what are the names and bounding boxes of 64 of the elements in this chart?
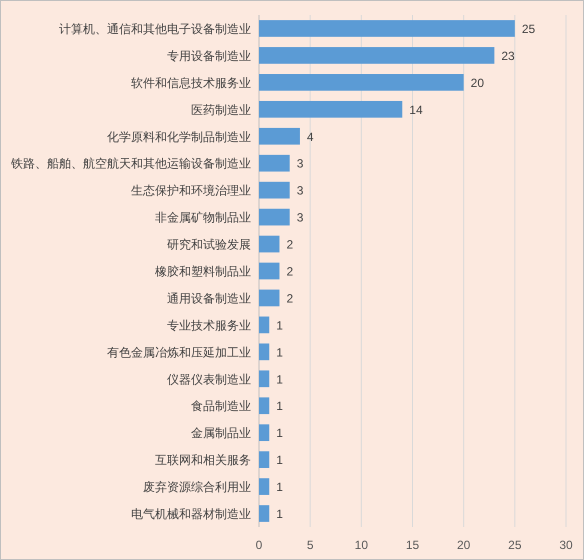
y-tick-label: 互联网和相关服务 [155,453,251,468]
y-tick-label: 化学原料和化学制品制造业 [107,130,251,144]
data-label: 1 [276,318,284,332]
y-tick-label: 铁路、船舶、航空航天和其他运输设备制造业 [10,156,251,171]
bar [259,343,270,360]
x-tick-label: 30 [559,538,573,552]
x-tick-label: 20 [456,538,471,552]
data-label: 1 [276,399,284,414]
y-tick-label: 废弃资源综合利用业 [143,480,251,494]
y-tick-label: 有色金属冶炼和压延加工业 [107,345,251,360]
data-label: 2 [286,291,294,306]
y-tick-label: 非金属矿物制品业 [155,210,251,225]
bar [259,424,270,442]
y-tick-label: 橡胶和塑料制品业 [155,264,251,278]
y-tick-label: 专业技术服务业 [167,318,251,332]
bar [259,74,464,91]
data-label: 3 [296,184,304,198]
y-tick-label: 仪器仪表制造业 [167,372,251,386]
bar [259,20,515,37]
bar [259,100,402,118]
y-tick-label: 计算机、通信和其他电子设备制造业 [59,22,251,36]
bar [259,208,290,226]
data-label: 1 [276,426,284,440]
data-label: 1 [276,453,284,468]
x-tick-label: 25 [508,538,522,552]
y-tick-label: 专用设备制造业 [167,48,251,63]
bar [259,478,270,495]
y-tick-label: 食品制造业 [191,399,251,414]
data-label: 20 [470,76,484,90]
bar [259,236,280,252]
bar [259,128,300,145]
data-label: 4 [306,130,314,144]
bar [259,182,290,199]
bar [259,262,280,280]
data-label: 1 [276,345,284,360]
data-label: 1 [276,372,284,386]
x-tick-label: 10 [354,538,368,552]
data-label: 2 [286,238,294,252]
bar [259,397,270,414]
y-tick-label: 通用设备制造业 [167,291,251,306]
y-tick-label: 电气机械和器材制造业 [131,507,251,522]
bar [259,370,270,388]
y-tick-label: 金属制品业 [191,426,251,440]
data-label: 2 [286,264,294,278]
data-label: 14 [409,102,423,117]
x-tick-label: 0 [256,538,263,552]
data-label: 1 [276,480,284,494]
bar [259,451,270,468]
bar [259,505,270,522]
data-label: 3 [296,156,304,171]
x-tick-label: 5 [306,538,314,552]
y-tick-label: 软件和信息技术服务业 [131,76,251,90]
bar [259,290,280,306]
y-tick-label: 研究和试验发展 [167,238,251,252]
bar [259,316,270,334]
y-tick-label: 生态保护和环境治理业 [131,184,251,198]
data-label: 25 [522,22,536,36]
y-tick-label: 医药制造业 [191,102,251,117]
bar [259,47,494,64]
data-label: 3 [296,210,304,225]
x-tick-label: 15 [406,538,420,552]
data-label: 23 [501,48,516,63]
data-label: 1 [276,507,284,522]
bar [259,154,290,172]
